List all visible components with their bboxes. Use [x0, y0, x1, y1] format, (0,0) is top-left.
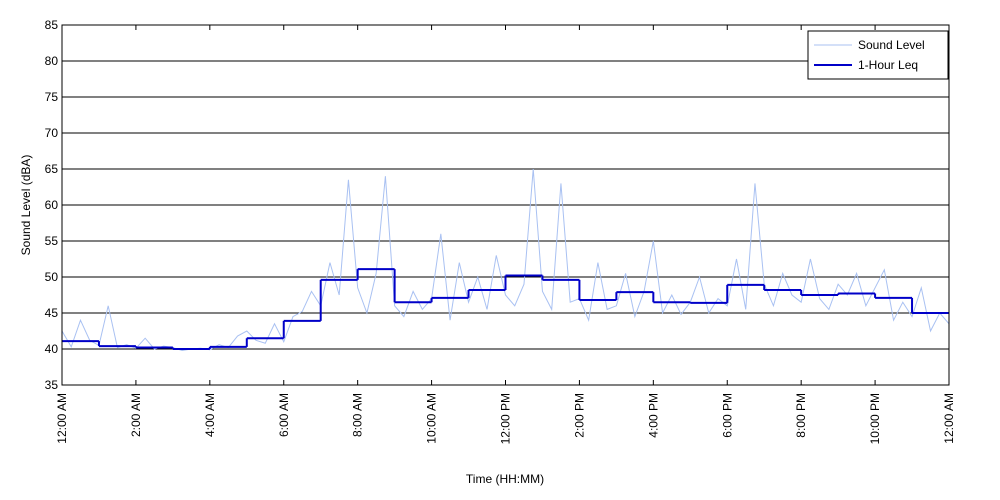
x-tick-label: 4:00 AM [203, 393, 217, 437]
legend-label: 1-Hour Leq [858, 58, 918, 72]
x-tick-label: 10:00 PM [868, 393, 882, 444]
x-tick-label: 8:00 AM [351, 393, 365, 437]
leq-riser [97, 269, 914, 349]
x-tick-label: 4:00 PM [646, 393, 660, 438]
y-tick-label: 65 [45, 162, 59, 176]
y-tick-label: 80 [45, 54, 59, 68]
y-tick-label: 40 [45, 342, 59, 356]
plot-frame [61, 24, 950, 386]
x-tick-label: 12:00 PM [499, 393, 513, 444]
x-tick-label: 10:00 AM [425, 393, 439, 444]
y-tick-label: 50 [45, 270, 59, 284]
legend-box [807, 30, 949, 80]
legend-label: Sound Level [858, 38, 925, 52]
y-tick-label: 45 [45, 306, 59, 320]
y-tick-label: 70 [45, 126, 59, 140]
x-axis-label: Time (HH:MM) [466, 472, 544, 486]
x-tick-label: 6:00 AM [277, 393, 291, 437]
x-tick-label: 12:00 AM [55, 393, 69, 444]
x-tick-label: 2:00 PM [572, 393, 586, 438]
y-tick-label: 85 [45, 18, 59, 32]
y-tick-label: 35 [45, 378, 59, 392]
x-tick-label: 12:00 AM [942, 393, 956, 444]
x-tick-label: 6:00 PM [720, 393, 734, 438]
y-tick-label: 75 [45, 90, 59, 104]
y-tick-label: 55 [45, 234, 59, 248]
x-tick-label: 8:00 PM [794, 393, 808, 438]
x-tick-label: 2:00 AM [129, 393, 143, 437]
y-axis-label: Sound Level (dBA) [19, 155, 33, 256]
y-tick-label: 60 [45, 198, 59, 212]
